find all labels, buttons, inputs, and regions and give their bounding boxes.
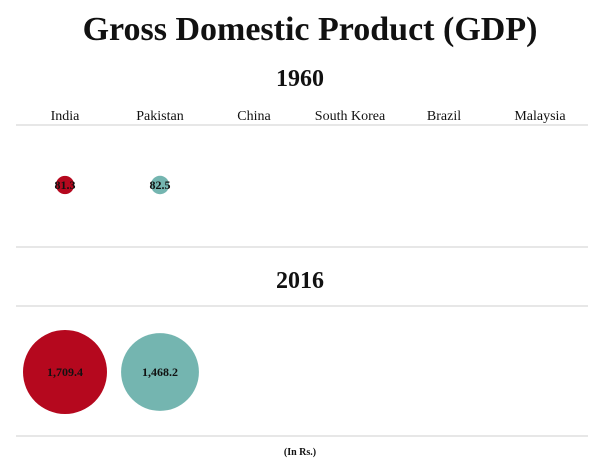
bubble-2016-pakistan (121, 333, 199, 411)
panel-year-2016: 2016 (276, 268, 324, 294)
bubble-1960-india (55, 175, 75, 195)
bubble-1960-pakistan (150, 175, 170, 195)
panel-2016-bubbles: 1,709.4 1,468.2 (23, 330, 199, 414)
category-label-south-korea: South Korea (315, 109, 386, 124)
category-label-brazil: Brazil (427, 109, 461, 124)
category-label-india: India (51, 109, 81, 124)
panel-1960-bubbles: 81.3 82.5 (55, 175, 171, 195)
category-label-malaysia: Malaysia (514, 109, 566, 124)
category-label-pakistan: Pakistan (136, 109, 183, 124)
value-label-1960-india: 81.3 (55, 178, 76, 192)
chart-title: Gross Domestic Product (GDP) (83, 11, 538, 48)
bubble-2016-india (23, 330, 107, 414)
category-labels: India Pakistan China South Korea Brazil Malay… (51, 109, 567, 124)
value-label-1960-pakistan: 82.5 (150, 178, 171, 192)
value-label-2016-india: 1,709.4 (47, 365, 83, 379)
value-label-2016-pakistan: 1,468.2 (142, 365, 178, 379)
category-label-china: China (237, 109, 271, 124)
unit-label: (In Rs.) (284, 447, 316, 458)
panel-year-1960: 1960 (276, 66, 324, 92)
